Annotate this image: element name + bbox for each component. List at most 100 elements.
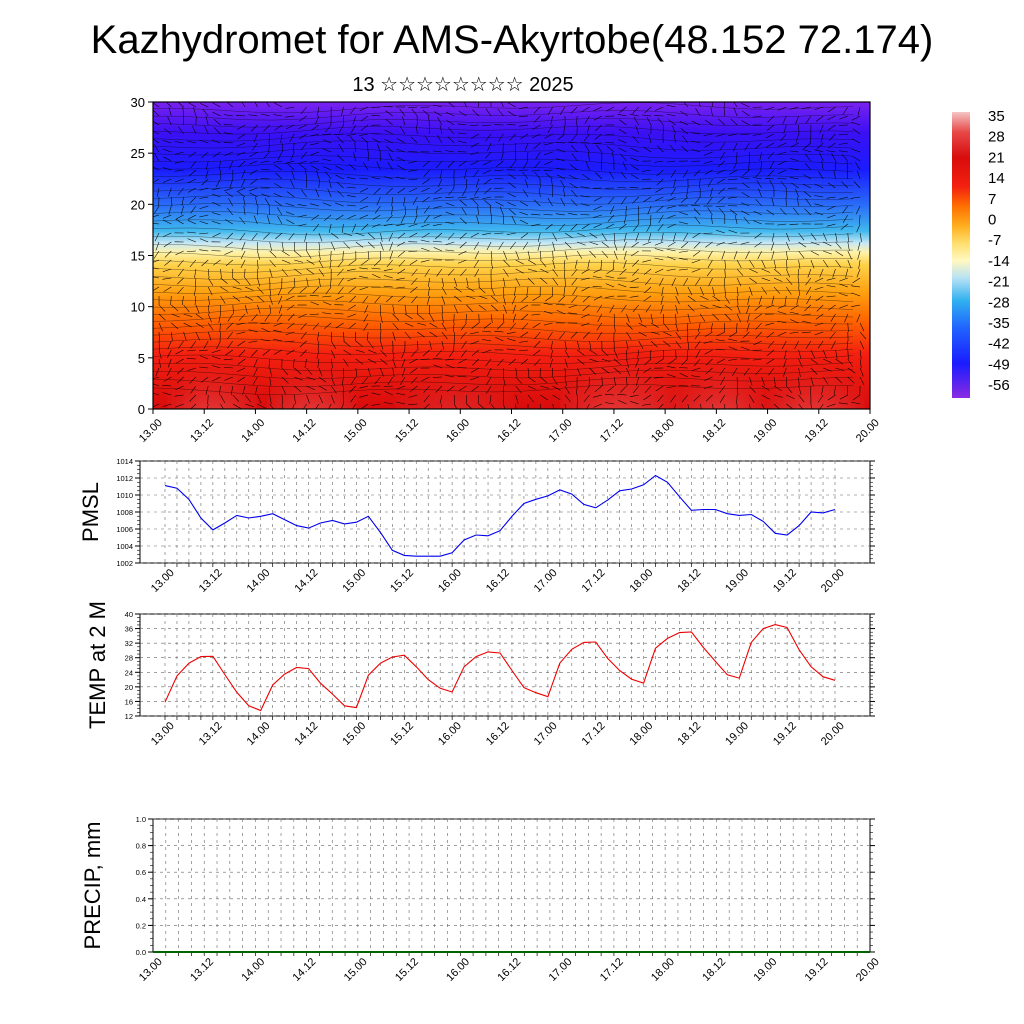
wind-barb — [531, 223, 541, 227]
wind-barb — [826, 214, 836, 219]
wind-barb — [460, 349, 467, 358]
wind-barb — [710, 215, 713, 225]
wind-barb — [229, 178, 234, 188]
wind-barb — [380, 322, 382, 333]
wind-barb — [564, 241, 572, 249]
wind-barb — [798, 376, 800, 387]
wind-barb — [705, 394, 713, 402]
wind-barb — [857, 241, 861, 251]
wind-barb — [285, 331, 295, 335]
wind-barb — [687, 322, 689, 333]
wind-barb — [626, 376, 628, 387]
wind-barb — [263, 232, 270, 240]
wind-barb — [410, 376, 418, 384]
wind-barb — [777, 151, 787, 155]
wind-barb — [724, 286, 726, 297]
wind-barb — [298, 124, 307, 130]
wind-barb — [359, 267, 369, 270]
wind-barb — [859, 214, 861, 225]
wind-barb — [755, 367, 762, 375]
wind-barb — [435, 349, 443, 357]
wind-barb — [470, 367, 479, 373]
wind-barb — [254, 385, 258, 395]
wind-barb — [257, 259, 259, 270]
wind-barb — [181, 295, 184, 305]
isotherm-line — [153, 346, 854, 357]
wind-barb — [830, 313, 836, 322]
wind-barb — [694, 331, 701, 340]
wind-barb — [361, 136, 369, 144]
wind-barb — [767, 340, 775, 348]
wind-barb — [237, 124, 246, 130]
wind-barb — [213, 259, 221, 266]
wind-barb — [433, 205, 442, 209]
wind-barb — [250, 124, 258, 132]
wind-barb — [374, 205, 381, 214]
wind-barb — [638, 331, 647, 337]
wind-barb — [322, 295, 332, 298]
wind-barb — [472, 109, 479, 117]
wind-barb — [373, 187, 381, 195]
wind-barb — [355, 349, 365, 353]
wind-barb — [309, 294, 319, 297]
wind-barb — [712, 313, 720, 321]
wind-barb — [608, 196, 615, 205]
wind-barb — [281, 241, 284, 251]
x-tick-label: 16.00 — [444, 956, 472, 984]
wind-barb — [240, 259, 246, 269]
wind-barb — [240, 250, 246, 260]
wind-barb — [153, 120, 160, 126]
wind-barb — [166, 367, 172, 377]
wind-barb — [269, 295, 273, 305]
wind-barb — [754, 304, 762, 311]
wind-barb — [596, 322, 603, 331]
wind-barb — [839, 283, 848, 288]
wind-barb — [540, 385, 550, 389]
wind-barb — [704, 349, 713, 355]
wind-barb — [821, 385, 824, 395]
wind-barb — [346, 133, 356, 136]
wind-barb — [644, 286, 652, 294]
wind-barb — [654, 257, 664, 261]
wind-barb — [563, 259, 566, 270]
wind-barb — [728, 358, 738, 361]
wind-barb — [534, 160, 541, 169]
wind-barb — [786, 232, 790, 242]
wind-barb — [581, 286, 590, 292]
wind-barb — [400, 214, 406, 224]
wind-barb — [229, 160, 234, 170]
wind-barb — [531, 213, 541, 216]
wind-barb — [593, 403, 602, 408]
wind-barb — [167, 116, 172, 126]
wind-barb — [773, 394, 783, 398]
wind-barb — [544, 151, 553, 156]
wind-barb — [700, 295, 709, 300]
wind-barb — [748, 160, 750, 171]
wind-barb — [620, 196, 627, 205]
wind-barb — [719, 367, 726, 376]
wind-barb — [827, 182, 836, 189]
wind-barb — [720, 151, 726, 160]
wind-barb — [626, 322, 633, 330]
isotherm-line — [153, 224, 854, 236]
wind-barb — [458, 259, 467, 264]
wind-barb — [784, 349, 787, 359]
wind-barb — [211, 355, 221, 360]
wind-barb — [741, 120, 750, 126]
wind-barb — [839, 304, 848, 309]
x-tick-label: 17.00 — [547, 956, 575, 984]
isotherm-line — [153, 194, 854, 205]
wind-barb — [348, 322, 356, 329]
wind-barb — [581, 106, 590, 112]
wind-barb — [691, 367, 701, 372]
wind-barb — [550, 349, 553, 359]
wind-barb — [363, 313, 369, 323]
wind-barb — [716, 133, 725, 137]
wind-barb — [749, 376, 753, 386]
wind-barb — [773, 277, 783, 282]
wind-barb — [613, 367, 622, 375]
wind-barb — [564, 394, 571, 403]
wind-barb — [503, 250, 507, 260]
wind-barb — [720, 376, 726, 386]
